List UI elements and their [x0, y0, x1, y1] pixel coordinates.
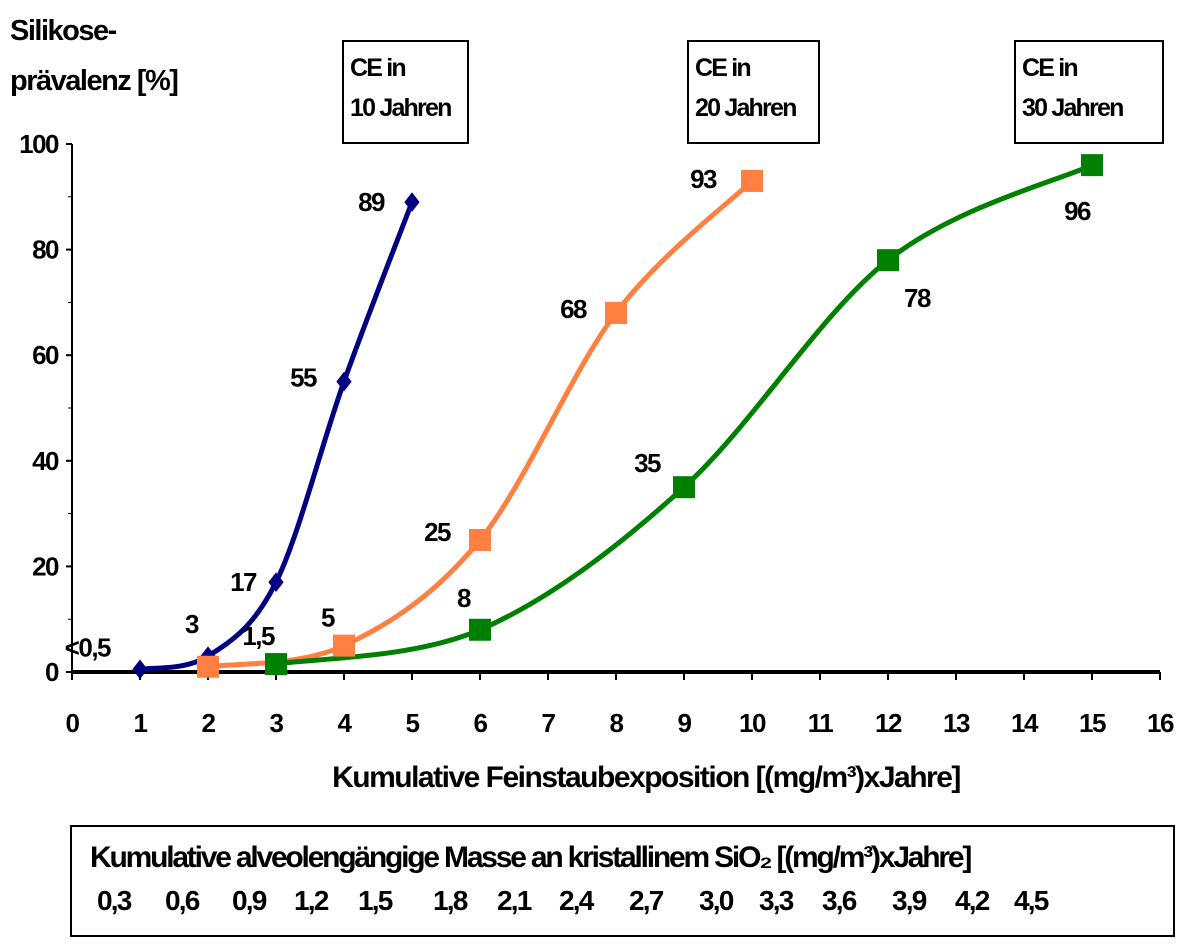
sio2-value: 0,3 [97, 885, 132, 916]
sio2-value: 1,8 [433, 885, 468, 916]
x-tick-label: 4 [338, 708, 353, 738]
x-tick-label: 10 [739, 708, 766, 738]
x-tick-label: 3 [270, 708, 284, 738]
x-tick-label: 8 [610, 708, 624, 738]
data-label: 68 [560, 294, 587, 324]
data-label: 93 [690, 164, 717, 194]
ce-box-line: CE in [350, 54, 407, 82]
y-axis-title-line: Silikose- [10, 15, 117, 47]
data-point-marker [877, 249, 899, 272]
data-point-marker [404, 192, 420, 212]
sio2-value: 2,1 [497, 885, 532, 916]
ce-box-line: 10 Jahren [350, 94, 452, 122]
data-label: 78 [904, 283, 931, 313]
x-tick-label: 1 [134, 708, 148, 738]
ce-box-3: CE in 30 Jahren [1014, 40, 1164, 144]
sio2-value: 3,9 [892, 885, 927, 916]
data-label: 17 [230, 567, 257, 597]
data-label: 35 [634, 448, 661, 478]
data-label: 3 [185, 609, 199, 639]
ce-box-1: CE in 10 Jahren [342, 40, 469, 144]
x-tick-label: 12 [875, 708, 902, 738]
y-tick-label: 20 [32, 551, 59, 581]
data-label: 1,5 [242, 621, 275, 651]
sio2-value: 1,5 [358, 885, 393, 916]
data-point-marker [469, 618, 491, 641]
chart-series [132, 154, 1103, 680]
chart-labels: <0,5 3 17 55 89 5 25 68 93 1,5 8 35 78 96 [65, 164, 1093, 662]
sio2-value: 1,2 [294, 885, 329, 916]
x-tick-label: 14 [1011, 708, 1039, 738]
ce-box-line: 20 Jahren [695, 94, 797, 122]
x-tick-label: 13 [943, 708, 970, 738]
data-point-marker [673, 476, 695, 499]
y-tick-label: 60 [32, 340, 59, 370]
ce-box-line: CE in [1022, 54, 1079, 82]
data-point-marker [336, 371, 352, 392]
data-point-marker [265, 653, 287, 676]
data-label: 96 [1064, 196, 1091, 226]
data-point-marker [1081, 154, 1103, 177]
x-axis-title: Kumulative Feinstaubexposition [(mg/m³)x… [332, 761, 960, 794]
y-tick-label: 80 [32, 235, 59, 265]
y-axis-title: Silikose-prävalenz [%] [10, 15, 178, 97]
ce-box-line: 30 Jahren [1022, 94, 1124, 122]
data-point-marker [268, 572, 284, 593]
data-point-marker [132, 659, 148, 680]
data-point-marker [469, 529, 491, 551]
data-label: 55 [290, 363, 317, 393]
x-tick-label: 2 [202, 708, 216, 738]
x-tick-label: 11 [808, 708, 834, 738]
x-tick-label: 6 [474, 708, 488, 738]
sio2-values-row: 0,3 0,6 0,9 1,2 1,5 1,8 2,1 2,4 2,7 3,0 3,3 3,6 3,9 4… [72, 885, 1173, 925]
data-point-marker [605, 301, 627, 324]
ce-box-2: CE in 20 Jahren [687, 40, 820, 144]
y-tick-label: 40 [32, 446, 59, 476]
data-point-marker [197, 655, 219, 678]
series-line-1 [137, 199, 415, 672]
x-tick-label: 5 [406, 708, 420, 738]
data-label: 89 [358, 187, 385, 217]
series-line-2 [205, 178, 755, 670]
data-label: 8 [457, 583, 471, 613]
y-tick-label: 100 [19, 129, 59, 159]
data-label: <0,5 [65, 632, 111, 662]
sio2-value: 2,7 [629, 885, 664, 916]
x-tick-label: 15 [1079, 708, 1106, 738]
data-point-marker [741, 169, 763, 192]
sio2-value: 2,4 [559, 885, 594, 916]
y-axis-title-line: prävalenz [%] [10, 65, 178, 97]
sio2-mass-box: Kumulative alveolengängige Masse an kris… [70, 825, 1175, 937]
y-tick-label: 0 [45, 657, 59, 687]
sio2-value: 0,9 [232, 885, 267, 916]
sio2-value: 0,6 [165, 885, 200, 916]
sio2-value: 3,3 [759, 885, 794, 916]
ce-box-line: CE in [695, 54, 752, 82]
data-label: 25 [424, 517, 451, 547]
sio2-value: 3,6 [822, 885, 857, 916]
sio2-title: Kumulative alveolengängige Masse an kris… [90, 841, 972, 874]
x-tick-label: 0 [66, 708, 80, 738]
x-tick-label: 7 [542, 708, 556, 738]
sio2-value: 4,2 [955, 885, 990, 916]
data-point-marker [333, 634, 355, 657]
x-tick-label: 16 [1147, 708, 1174, 738]
sio2-value: 3,0 [699, 885, 734, 916]
x-tick-label: 9 [678, 708, 692, 738]
data-label: 5 [321, 603, 335, 633]
sio2-value: 4,5 [1014, 885, 1049, 916]
